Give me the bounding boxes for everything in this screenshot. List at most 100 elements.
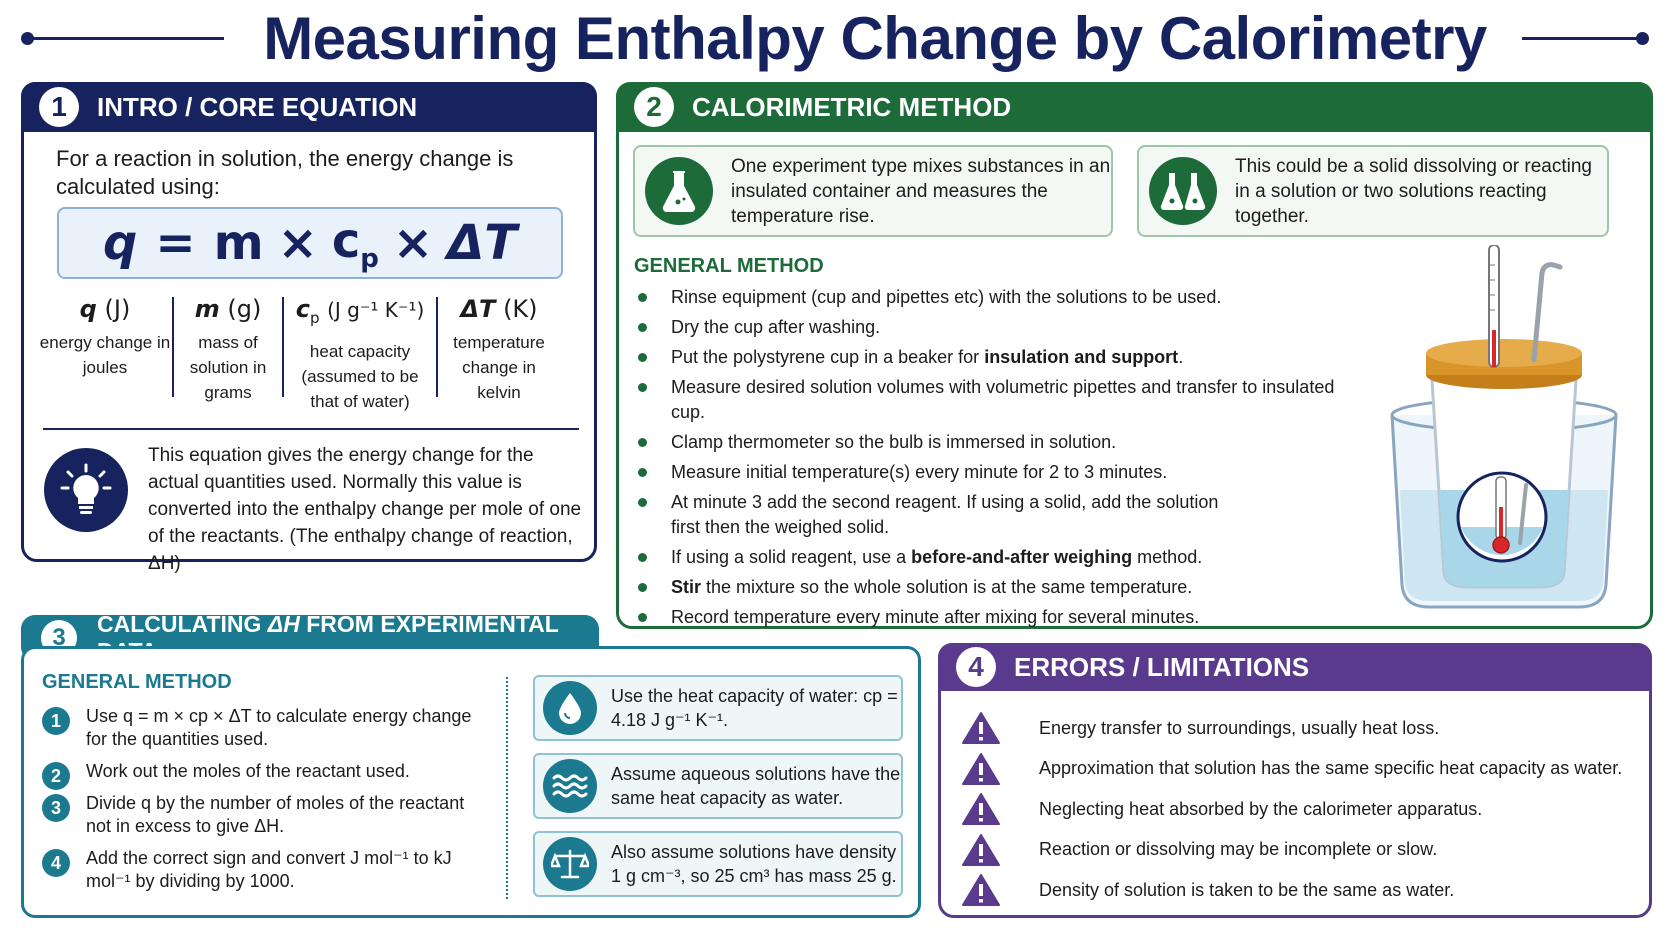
- list-item: Approximation that solution has the same…: [961, 749, 1622, 790]
- title-rule-left: [24, 37, 224, 40]
- list-item: Dry the cup after washing.: [635, 315, 1345, 340]
- errors-panel: 4 ERRORS / LIMITATIONS Energy transfer t…: [938, 643, 1652, 918]
- var-description: mass of solution in grams: [189, 333, 267, 402]
- list-item: 2 Work out the moles of the reactant used…: [42, 760, 472, 790]
- var-unit: (g): [227, 295, 262, 323]
- method-panel-header: 2 CALORIMETRIC METHOD: [616, 82, 1653, 132]
- error-text: Approximation that solution has the same…: [1039, 758, 1623, 779]
- info-card-text: One experiment type mixes substances in …: [731, 155, 1111, 227]
- thermometer-bulb: [1492, 536, 1510, 554]
- page-title: Measuring Enthalpy Change by Calorimetry: [263, 5, 1487, 72]
- var-symbol: m: [194, 295, 220, 323]
- var-unit: (J g⁻¹ K⁻¹): [327, 298, 425, 322]
- general-method-title: GENERAL METHOD: [42, 671, 232, 693]
- list-item: 1 Use q = m × cp × ΔT to calculate energy…: [42, 705, 472, 751]
- step-number: 1: [42, 707, 70, 735]
- assumption-card: Assume aqueous solutions have the same h…: [533, 753, 903, 819]
- eq-equals: =: [155, 215, 196, 271]
- warning-icon: [962, 752, 1000, 785]
- list-item: Neglecting heat absorbed by the calorime…: [961, 789, 1622, 830]
- two-flasks-icon: [1149, 157, 1217, 225]
- list-item: Stir the mixture so the whole solution i…: [635, 575, 1345, 600]
- list-item: Measure initial temperature(s) every min…: [635, 460, 1345, 485]
- list-item: Clamp thermometer so the bulb is immerse…: [635, 430, 1345, 455]
- warning-icon: [962, 874, 1000, 907]
- intro-panel-header: 1 INTRO / CORE EQUATION: [21, 82, 597, 132]
- calorimeter-illustration: [1390, 245, 1618, 609]
- step-text: Add the correct sign and convert J mol⁻¹…: [86, 848, 452, 891]
- divider: [43, 428, 579, 430]
- list-item: 4 Add the correct sign and convert J mol⁻…: [42, 847, 472, 893]
- info-card-solutions: This could be a solid dissolving or reac…: [1137, 145, 1609, 237]
- list-item: Energy transfer to surroundings, usually…: [961, 708, 1622, 749]
- eq-c-symbol: c: [331, 212, 361, 269]
- core-equation: q = m × cp × ΔT: [57, 207, 563, 279]
- magnified-mercury: [1499, 507, 1503, 541]
- stirrer: [1531, 262, 1563, 363]
- var-description: energy change in joules: [39, 333, 171, 377]
- water-drop-icon: [543, 681, 597, 735]
- eq-c: cp: [332, 213, 379, 274]
- panel-number-badge: 4: [956, 647, 996, 687]
- variable-definitions: q (J) energy change in joules m (g) mass…: [38, 295, 588, 411]
- assumption-card: Also assume solutions have density 1 g c…: [533, 831, 903, 897]
- step-text: Divide q by the number of moles of the r…: [86, 793, 465, 836]
- lid-top: [1426, 339, 1582, 367]
- assumption-card: Use the heat capacity of water: cp = 4.1…: [533, 675, 903, 741]
- var-q: q (J) energy change in joules: [38, 297, 172, 397]
- step-text: Work out the moles of the reactant used.: [86, 761, 410, 781]
- var-subscript: p: [309, 308, 320, 327]
- magnified-stirrer: [1518, 483, 1528, 545]
- panel-number-badge: 2: [634, 87, 674, 127]
- step-number: 3: [42, 794, 70, 822]
- error-text: Neglecting heat absorbed by the calorime…: [1039, 798, 1483, 819]
- flask-icon: [645, 157, 713, 225]
- thermometer-mercury: [1492, 330, 1496, 367]
- eq-m: m: [213, 215, 264, 271]
- waves-icon: [543, 759, 597, 813]
- list-item: Record temperature every minute after mi…: [635, 605, 1345, 630]
- warning-icon: [962, 833, 1000, 866]
- list-item: Put the polystyrene cup in a beaker for …: [635, 345, 1345, 370]
- error-text: Reaction or dissolving may be incomplete…: [1039, 839, 1438, 860]
- list-item: Rinse equipment (cup and pipettes etc) w…: [635, 285, 1345, 310]
- var-description: heat capacity (assumed to be that of wat…: [301, 341, 419, 411]
- list-item: Density of solution is taken to be the s…: [961, 870, 1622, 911]
- var-delta-t: ΔT (K) temperature change in kelvin: [436, 295, 560, 402]
- step-number: 2: [42, 762, 70, 790]
- var-symbol: c: [295, 295, 310, 323]
- list-item: If using a solid reagent, use a before-a…: [635, 545, 1345, 570]
- balance-scale-icon: [543, 837, 597, 891]
- intro-text: For a reaction in solution, the energy c…: [56, 146, 514, 199]
- method-panel-heading: CALORIMETRIC METHOD: [692, 91, 1012, 122]
- info-card-experiment: One experiment type mixes substances in …: [633, 145, 1113, 237]
- list-item: At minute 3 add the second reagent. If u…: [635, 490, 1235, 540]
- var-symbol: q: [79, 295, 97, 323]
- lightbulb-icon: [44, 448, 128, 532]
- var-symbol: ΔT: [460, 295, 496, 323]
- panel-number-badge: 1: [39, 87, 79, 127]
- var-description: temperature change in kelvin: [453, 333, 545, 402]
- calc-panel-heading: CALCULATING ΔH FROM EXPERIMENTAL DATA: [97, 611, 559, 664]
- list-item: 3 Divide q by the number of moles of the …: [42, 792, 472, 838]
- var-unit: (K): [503, 295, 538, 323]
- assumption-text: Also assume solutions have density 1 g c…: [611, 842, 897, 886]
- title-bar: Measuring Enthalpy Change by Calorimetry: [0, 0, 1672, 76]
- title-dot-left: [21, 32, 34, 45]
- assumption-text: Assume aqueous solutions have the same h…: [611, 764, 901, 808]
- title-dot-right: [1636, 32, 1649, 45]
- warning-icon: [962, 712, 1000, 745]
- method-steps: Rinse equipment (cup and pipettes etc) w…: [635, 285, 1345, 635]
- errors-panel-header: 4 ERRORS / LIMITATIONS: [938, 643, 1652, 691]
- title-rule-right: [1522, 37, 1640, 40]
- step-number: 4: [42, 849, 70, 877]
- eq-times-1: ×: [277, 215, 318, 271]
- method-panel: 2 CALORIMETRIC METHOD One experiment typ…: [616, 82, 1653, 629]
- general-method-title: GENERAL METHOD: [634, 255, 824, 277]
- dotted-divider: [506, 677, 508, 899]
- eq-delta-t: ΔT: [447, 215, 517, 271]
- eq-q: q: [103, 215, 138, 271]
- error-text: Energy transfer to surroundings, usually…: [1039, 717, 1440, 738]
- errors-panel-heading: ERRORS / LIMITATIONS: [1014, 651, 1310, 682]
- list-item: Reaction or dissolving may be incomplete…: [961, 830, 1622, 871]
